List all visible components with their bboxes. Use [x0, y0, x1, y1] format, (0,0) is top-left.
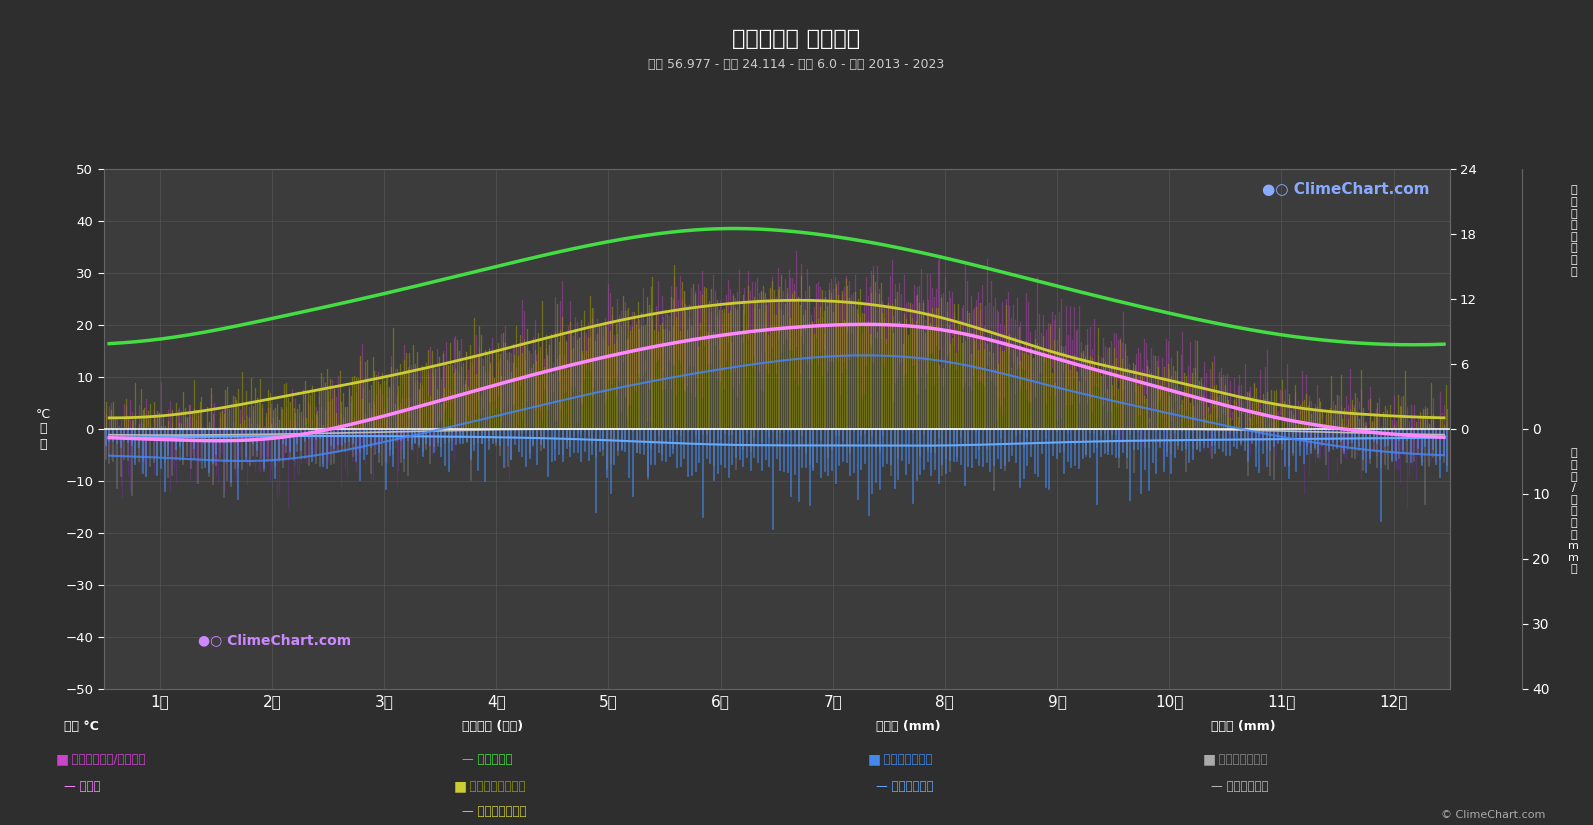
Text: 気候グラフ 予想する: 気候グラフ 予想する [733, 29, 860, 49]
Text: 日照時間 (時間): 日照時間 (時間) [462, 720, 523, 733]
Text: 日ごとの最小/最大範囲: 日ごとの最小/最大範囲 [64, 753, 145, 766]
Text: ■: ■ [56, 752, 68, 766]
Text: 日
照
時
間
（
時
間
）: 日 照 時 間 （ 時 間 ） [1571, 186, 1577, 276]
Text: — 月平均日照時間: — 月平均日照時間 [462, 805, 526, 818]
Text: — 月平均降雨量: — 月平均降雨量 [876, 780, 933, 794]
Text: — 月平均降雪量: — 月平均降雪量 [1211, 780, 1268, 794]
Text: — 日中の時間: — 日中の時間 [462, 753, 513, 766]
Text: ■: ■ [454, 780, 467, 794]
Text: 降雪量 (mm): 降雪量 (mm) [1211, 720, 1276, 733]
Text: ■: ■ [868, 752, 881, 766]
Text: 降
雨
量
/
降
雪
量
（
m
m
）: 降 雨 量 / 降 雪 量 （ m m ） [1569, 449, 1579, 574]
Text: 緯度 56.977 - 経度 24.114 - 標高 6.0 - 期間 2013 - 2023: 緯度 56.977 - 経度 24.114 - 標高 6.0 - 期間 2013… [648, 58, 945, 71]
Text: © ClimeChart.com: © ClimeChart.com [1440, 810, 1545, 820]
Text: — 月平均: — 月平均 [64, 780, 100, 794]
Text: ■: ■ [1203, 752, 1215, 766]
Text: 日ごとの日照時間: 日ごとの日照時間 [462, 780, 526, 794]
Text: 気温 °C: 気温 °C [64, 720, 99, 733]
Text: 降雨量 (mm): 降雨量 (mm) [876, 720, 941, 733]
Text: ●○ ClimeChart.com: ●○ ClimeChart.com [198, 634, 350, 648]
Text: 日ごとの降雪量: 日ごとの降雪量 [1211, 753, 1266, 766]
Text: °C
温
度: °C 温 度 [35, 408, 51, 450]
Text: ●○ ClimeChart.com: ●○ ClimeChart.com [1262, 182, 1429, 197]
Text: 日ごとの降雨量: 日ごとの降雨量 [876, 753, 932, 766]
